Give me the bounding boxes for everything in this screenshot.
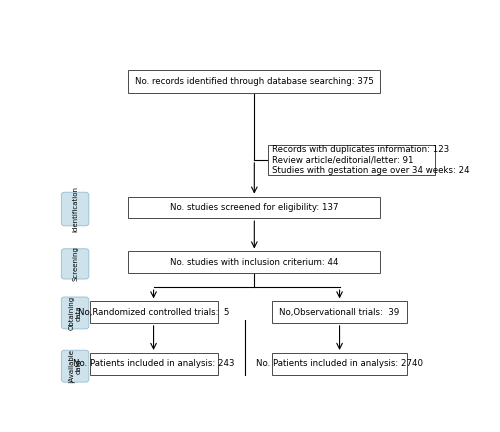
Text: |Available
data: |Available data — [68, 349, 82, 383]
FancyBboxPatch shape — [128, 197, 380, 218]
FancyBboxPatch shape — [90, 353, 218, 375]
Text: Identification: Identification — [72, 186, 78, 232]
Text: Records with duplicates information: 123
Review article/editorial/letter: 91
Stu: Records with duplicates information: 123… — [272, 145, 469, 175]
FancyBboxPatch shape — [62, 350, 89, 382]
Text: No,Observationall trials:  39: No,Observationall trials: 39 — [280, 308, 400, 317]
Text: No. Patients included in analysis: 243: No. Patients included in analysis: 243 — [73, 359, 234, 368]
FancyBboxPatch shape — [272, 302, 407, 323]
Text: No. studies with inclusion criterium: 44: No. studies with inclusion criterium: 44 — [170, 258, 338, 267]
FancyBboxPatch shape — [128, 251, 380, 273]
Text: No. studies screened for eligibility: 137: No. studies screened for eligibility: 13… — [170, 203, 338, 212]
Text: No. Patients included in analysis: 2740: No. Patients included in analysis: 2740 — [256, 359, 423, 368]
FancyBboxPatch shape — [90, 302, 218, 323]
FancyBboxPatch shape — [62, 192, 89, 226]
FancyBboxPatch shape — [62, 297, 89, 329]
FancyBboxPatch shape — [62, 249, 89, 279]
FancyBboxPatch shape — [268, 145, 434, 175]
FancyBboxPatch shape — [128, 70, 380, 93]
Text: Screening: Screening — [72, 247, 78, 281]
FancyBboxPatch shape — [272, 353, 407, 375]
Text: Obtaining
data: Obtaining data — [68, 296, 82, 330]
Text: No,Randomized controlled trials:  5: No,Randomized controlled trials: 5 — [78, 308, 230, 317]
Text: No. records identified through database searching: 375: No. records identified through database … — [135, 77, 374, 86]
